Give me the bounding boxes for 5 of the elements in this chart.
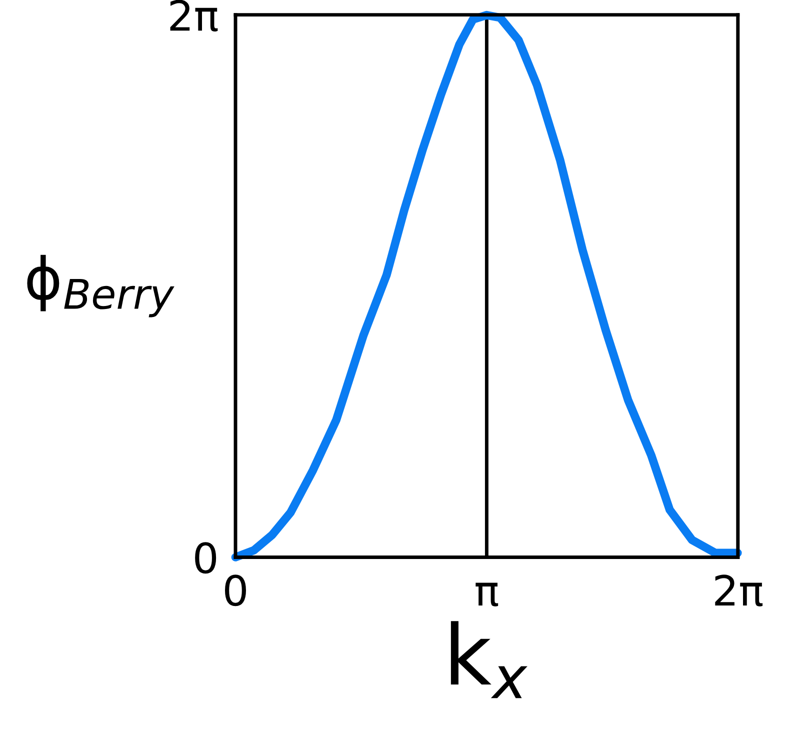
x-tick-label: 0 <box>224 574 246 606</box>
y-axis-title: ϕ$_{Berry}$ <box>27 254 174 318</box>
x-tick-label: 2π <box>715 574 763 606</box>
x-tick-label: π <box>476 582 498 606</box>
x-axis-title: k$_{x}$ <box>450 621 528 698</box>
